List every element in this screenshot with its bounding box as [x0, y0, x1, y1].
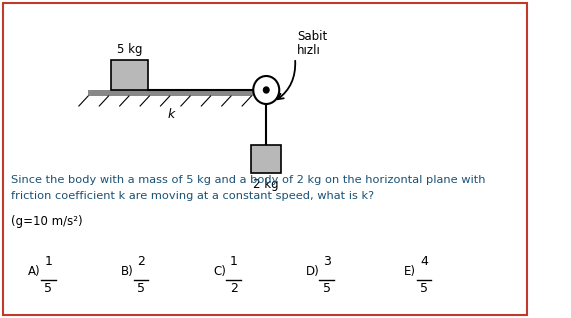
Text: 1: 1 [230, 255, 238, 268]
Text: (g=10 m/s²): (g=10 m/s²) [11, 215, 83, 228]
Text: 2: 2 [230, 282, 238, 295]
Text: 5: 5 [323, 282, 331, 295]
Circle shape [254, 76, 279, 104]
Text: 5: 5 [44, 282, 52, 295]
Text: A): A) [28, 266, 41, 279]
Text: 1: 1 [45, 255, 52, 268]
Text: hızlı: hızlı [297, 44, 321, 57]
Text: 5: 5 [420, 282, 428, 295]
Text: 3: 3 [323, 255, 331, 268]
Text: 4: 4 [420, 255, 428, 268]
Text: 5: 5 [137, 282, 145, 295]
Circle shape [263, 87, 269, 93]
Text: C): C) [214, 266, 226, 279]
Text: 2: 2 [137, 255, 145, 268]
Bar [111, 60, 148, 90]
Text: 2 kg: 2 kg [254, 178, 279, 191]
Text: D): D) [306, 266, 320, 279]
Bar [88, 90, 269, 96]
Text: 5 kg: 5 kg [117, 43, 143, 56]
Bar [251, 145, 281, 173]
Text: Sabit: Sabit [297, 30, 327, 43]
Text: k: k [168, 108, 175, 121]
Text: friction coefficient k are moving at a constant speed, what is k?: friction coefficient k are moving at a c… [11, 191, 374, 201]
Text: Since the body with a mass of 5 kg and a body of 2 kg on the horizontal plane wi: Since the body with a mass of 5 kg and a… [11, 175, 485, 185]
Text: E): E) [404, 266, 416, 279]
Text: B): B) [120, 266, 134, 279]
